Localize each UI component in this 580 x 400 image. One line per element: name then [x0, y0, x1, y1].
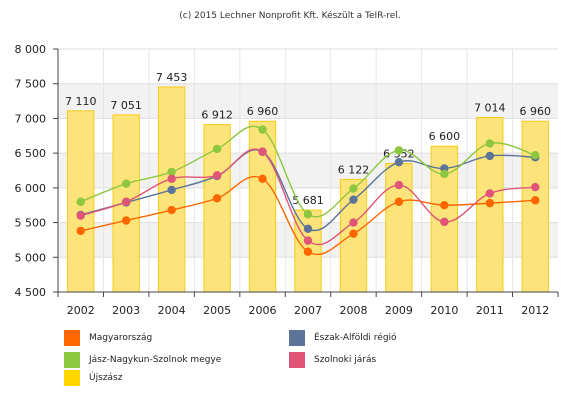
legend-item-ujszasz[interactable]: Újszász — [64, 370, 122, 386]
x-tick-label: 2005 — [203, 304, 231, 317]
legend-swatch — [64, 352, 80, 368]
grid-band — [58, 153, 558, 188]
series-point-magyarorsz-g — [167, 205, 176, 215]
y-tick-label: 6 500 — [15, 147, 47, 160]
series-point-magyarorsz-g — [485, 198, 495, 208]
axes — [53, 48, 559, 297]
bar — [521, 120, 549, 293]
bar-value-label: 6 960 — [520, 105, 552, 118]
legend-label: Észak-Alföldi régió — [314, 333, 397, 343]
x-tick-label: 2006 — [249, 304, 277, 317]
series-point-szolnoki-j-r-s — [349, 218, 358, 227]
series-point-magyarorsz-g — [121, 216, 131, 225]
bar — [294, 209, 322, 293]
x-tick-label: 2009 — [385, 304, 413, 317]
legend-label: Magyarország — [89, 333, 153, 343]
y-tick-label: 7 000 — [15, 112, 47, 125]
series-point-szolnoki-j-r-s — [531, 182, 540, 192]
y-tick-label: 8 000 — [15, 43, 47, 56]
x-tick-labels: 2002 2003 2004 2005 2006 2007 2008 2009 2010 2011… — [67, 304, 550, 317]
y-tick-label: 4 500 — [15, 286, 47, 299]
legend-item-szolnoki-jaras[interactable]: Szolnoki járás — [289, 352, 376, 368]
series-point-magyarorsz-g — [394, 197, 404, 206]
series-point-magyarorsz-g — [349, 229, 358, 238]
series-point--szak-alf-ldi-r-gi- — [394, 157, 404, 167]
legend-item-jasz-nagykun-szolnok[interactable]: Jász-Nagykun-Szolnok megye — [64, 352, 221, 368]
bar-value-label: 6 122 — [338, 163, 370, 176]
series-point-magyarorsz-g — [212, 194, 222, 203]
legend-swatch — [64, 370, 80, 386]
series-point-j-sz-nagykun-szolnok-megye — [212, 144, 222, 154]
series-point-j-sz-nagykun-szolnok-megye — [531, 151, 540, 160]
series-point-magyarorsz-g — [258, 174, 267, 184]
series-point-j-sz-nagykun-szolnok-megye — [394, 146, 404, 155]
series-point-j-sz-nagykun-szolnok-megye — [303, 210, 313, 219]
series-point-szolnoki-j-r-s — [121, 197, 131, 206]
series-point-szolnoki-j-r-s — [167, 174, 176, 184]
legend-swatch — [64, 330, 80, 346]
bar-value-label: 5 681 — [292, 194, 324, 207]
bar-value-label: 7 453 — [156, 71, 188, 84]
series-point-szolnoki-j-r-s — [76, 211, 85, 220]
y-tick-label: 7 500 — [15, 78, 47, 91]
series-point-j-sz-nagykun-szolnok-megye — [121, 179, 131, 188]
chart-credit: (c) 2015 Lechner Nonprofit Kft. Készült … — [179, 11, 401, 21]
legend-item-eszak-alfoldi[interactable]: Észak-Alföldi régió — [289, 330, 397, 346]
series-point-magyarorsz-g — [440, 201, 449, 210]
x-tick-label: 2012 — [521, 304, 549, 317]
legend-swatch — [289, 330, 305, 346]
series-point-szolnoki-j-r-s — [394, 180, 404, 190]
legend-label: Szolnoki járás — [314, 355, 377, 365]
series-point-j-sz-nagykun-szolnok-megye — [167, 167, 176, 177]
series-point--szak-alf-ldi-r-gi- — [167, 185, 176, 195]
series-point-j-sz-nagykun-szolnok-megye — [485, 139, 495, 148]
bar-value-label: 7 110 — [65, 95, 97, 108]
series-point-szolnoki-j-r-s — [212, 171, 222, 180]
bar — [248, 120, 277, 293]
series-point-j-sz-nagykun-szolnok-megye — [76, 197, 85, 206]
legend-swatch — [289, 352, 305, 368]
legend-item-magyarorszag[interactable]: Magyarország — [64, 330, 152, 346]
series-point-j-sz-nagykun-szolnok-megye — [349, 184, 358, 193]
y-tick-labels: 4 500 5 000 5 500 6 000 6 500 7 000 7 500 8 000 — [15, 43, 47, 299]
x-tick-label: 2010 — [430, 304, 458, 317]
series-point-szolnoki-j-r-s — [485, 189, 495, 198]
line-series — [76, 125, 540, 256]
series-point-magyarorsz-g — [303, 247, 313, 256]
x-tick-label: 2007 — [294, 304, 322, 317]
x-tick-label: 2003 — [112, 304, 140, 317]
series-point-szolnoki-j-r-s — [440, 217, 449, 227]
y-tick-label: 5 500 — [15, 217, 47, 230]
series-point--szak-alf-ldi-r-gi- — [349, 195, 358, 204]
series-point--szak-alf-ldi-r-gi- — [485, 151, 495, 161]
bar-value-label: 6 912 — [201, 109, 233, 122]
legend-label: Újszász — [89, 373, 123, 383]
grid-band — [58, 49, 558, 84]
series-point-j-sz-nagykun-szolnok-megye — [258, 125, 267, 134]
grid-band — [58, 83, 558, 119]
grid-band — [58, 118, 558, 154]
series-point-magyarorsz-g — [76, 226, 85, 236]
bar-value-label: 6 960 — [247, 105, 279, 118]
y-tick-label: 5 000 — [15, 251, 47, 264]
legend-label: Jász-Nagykun-Szolnok megye — [89, 355, 222, 365]
series-point-magyarorsz-g — [531, 196, 540, 205]
bar-value-label: 7 014 — [474, 101, 506, 114]
x-tick-label: 2011 — [476, 304, 504, 317]
legend: Magyarország Észak-Alföldi régió Jász-Na… — [64, 330, 564, 394]
x-tick-label: 2008 — [339, 304, 367, 317]
bar-value-label: 6 600 — [429, 130, 461, 143]
x-tick-label: 2002 — [67, 304, 95, 317]
series-point-j-sz-nagykun-szolnok-megye — [440, 169, 449, 179]
x-tick-label: 2004 — [158, 304, 186, 317]
bar-value-label: 7 051 — [110, 99, 142, 112]
series-point-szolnoki-j-r-s — [258, 147, 267, 156]
series-point--szak-alf-ldi-r-gi- — [303, 224, 313, 234]
y-tick-label: 6 000 — [15, 182, 47, 195]
series-point-szolnoki-j-r-s — [303, 236, 313, 245]
